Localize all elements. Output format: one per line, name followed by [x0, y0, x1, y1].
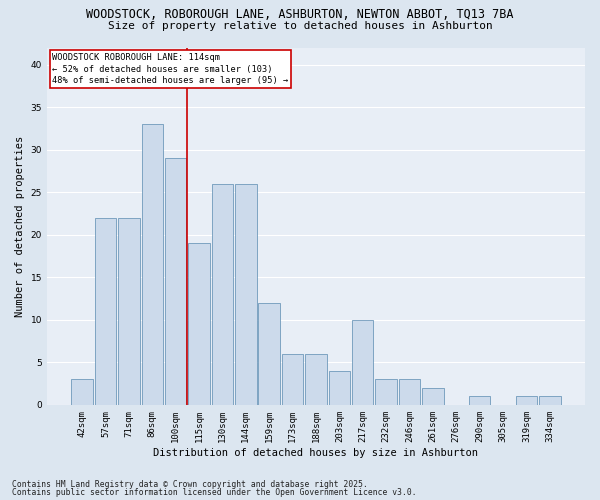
Bar	[235, 184, 257, 405]
Bar	[305, 354, 327, 405]
Bar	[259, 302, 280, 405]
Bar	[71, 380, 93, 405]
X-axis label: Distribution of detached houses by size in Ashburton: Distribution of detached houses by size …	[154, 448, 478, 458]
Bar	[469, 396, 490, 405]
Bar	[376, 380, 397, 405]
Bar	[165, 158, 187, 405]
Bar	[399, 380, 420, 405]
Bar	[95, 218, 116, 405]
Y-axis label: Number of detached properties: Number of detached properties	[15, 136, 25, 317]
Bar	[539, 396, 560, 405]
Text: Size of property relative to detached houses in Ashburton: Size of property relative to detached ho…	[107, 21, 493, 31]
Text: Contains HM Land Registry data © Crown copyright and database right 2025.: Contains HM Land Registry data © Crown c…	[12, 480, 368, 489]
Bar	[188, 243, 210, 405]
Text: Contains public sector information licensed under the Open Government Licence v3: Contains public sector information licen…	[12, 488, 416, 497]
Text: WOODSTOCK, ROBOROUGH LANE, ASHBURTON, NEWTON ABBOT, TQ13 7BA: WOODSTOCK, ROBOROUGH LANE, ASHBURTON, NE…	[86, 8, 514, 20]
Bar	[329, 371, 350, 405]
Bar	[422, 388, 443, 405]
Bar	[142, 124, 163, 405]
Bar	[282, 354, 304, 405]
Bar	[118, 218, 140, 405]
Bar	[515, 396, 537, 405]
Bar	[352, 320, 373, 405]
Bar	[212, 184, 233, 405]
Text: WOODSTOCK ROBOROUGH LANE: 114sqm
← 52% of detached houses are smaller (103)
48% : WOODSTOCK ROBOROUGH LANE: 114sqm ← 52% o…	[52, 53, 289, 86]
